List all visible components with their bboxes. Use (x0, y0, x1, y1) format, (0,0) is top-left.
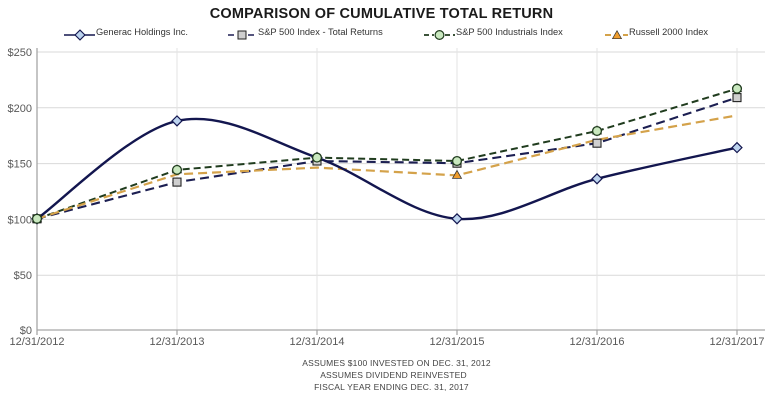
svg-text:$250: $250 (8, 47, 32, 59)
svg-text:$200: $200 (8, 103, 32, 115)
svg-text:12/31/2013: 12/31/2013 (149, 336, 204, 348)
svg-text:$100: $100 (8, 214, 32, 226)
svg-text:12/31/2016: 12/31/2016 (569, 336, 624, 348)
svg-text:12/31/2015: 12/31/2015 (429, 336, 484, 348)
svg-text:12/31/2012: 12/31/2012 (9, 336, 64, 348)
svg-text:$50: $50 (14, 270, 32, 282)
svg-text:12/31/2014: 12/31/2014 (289, 336, 344, 348)
svg-text:$150: $150 (8, 159, 32, 171)
svg-text:12/31/2017: 12/31/2017 (709, 336, 764, 348)
